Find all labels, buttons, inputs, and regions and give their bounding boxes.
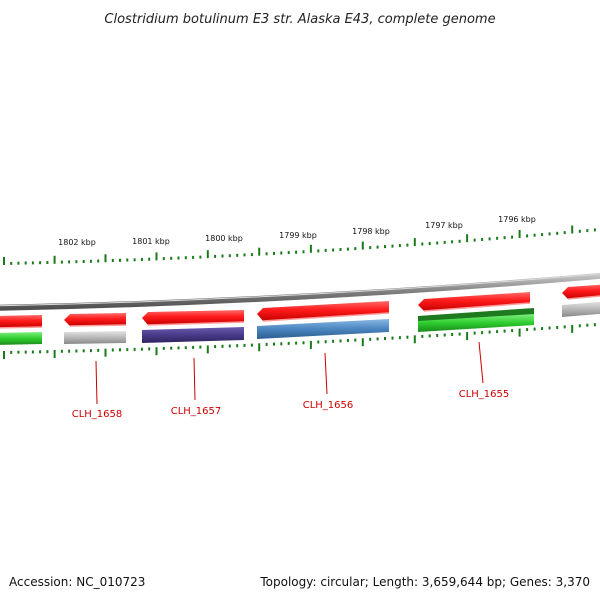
backbone-highlight <box>0 273 600 307</box>
scale-labels: 1802 kbp 1801 kbp 1800 kbp 1799 kbp 1798… <box>58 215 536 247</box>
cds-edge <box>0 295 600 329</box>
gene-label-clh-1655[interactable]: CLH_1655 <box>459 389 510 400</box>
leader-line <box>193 357 196 401</box>
inner-tick-ruler <box>3 323 596 359</box>
gene-labels: CLH_1658 CLH_1657 CLH_1656 CLH_1655 <box>72 389 510 420</box>
cds-arrow[interactable] <box>0 315 42 328</box>
outer-tick-ruler <box>3 225 596 265</box>
leader-line <box>324 352 328 395</box>
cog-block[interactable] <box>562 301 600 317</box>
tick-label: 1801 kbp <box>132 237 170 246</box>
cog-block[interactable] <box>142 327 244 343</box>
cds-arrow[interactable] <box>562 284 600 299</box>
tick-label: 1799 kbp <box>279 231 317 240</box>
cds-arrow[interactable] <box>142 310 244 325</box>
cog-block[interactable] <box>418 314 534 332</box>
genome-backbone <box>0 272 600 311</box>
genome-summary-text: Topology: circular; Length: 3,659,644 bp… <box>259 575 590 589</box>
leader-line <box>478 341 484 384</box>
tick-label: 1797 kbp <box>425 221 463 230</box>
tick-label: 1798 kbp <box>352 227 390 236</box>
cds-arrow[interactable] <box>418 292 530 311</box>
tick-label: 1802 kbp <box>58 238 96 247</box>
cog-block[interactable] <box>64 331 126 344</box>
tick-label: 1800 kbp <box>205 234 243 243</box>
accession-text: Accession: NC_010723 <box>9 575 145 589</box>
leader-lines <box>95 341 484 405</box>
gene-label-clh-1657[interactable]: CLH_1657 <box>171 406 222 417</box>
tick-label: 1796 kbp <box>498 215 536 224</box>
map-title: Clostridium botulinum E3 str. Alaska E43… <box>104 12 495 27</box>
forward-cds-track <box>0 284 600 329</box>
cog-track <box>0 301 600 345</box>
gene-label-clh-1658[interactable]: CLH_1658 <box>72 409 123 420</box>
cog-block[interactable] <box>0 332 42 345</box>
leader-line <box>95 360 98 405</box>
cog-block[interactable] <box>257 319 389 339</box>
gene-label-clh-1656[interactable]: CLH_1656 <box>303 400 354 411</box>
cds-arrow[interactable] <box>64 313 126 326</box>
cds-arrow[interactable] <box>257 301 389 321</box>
